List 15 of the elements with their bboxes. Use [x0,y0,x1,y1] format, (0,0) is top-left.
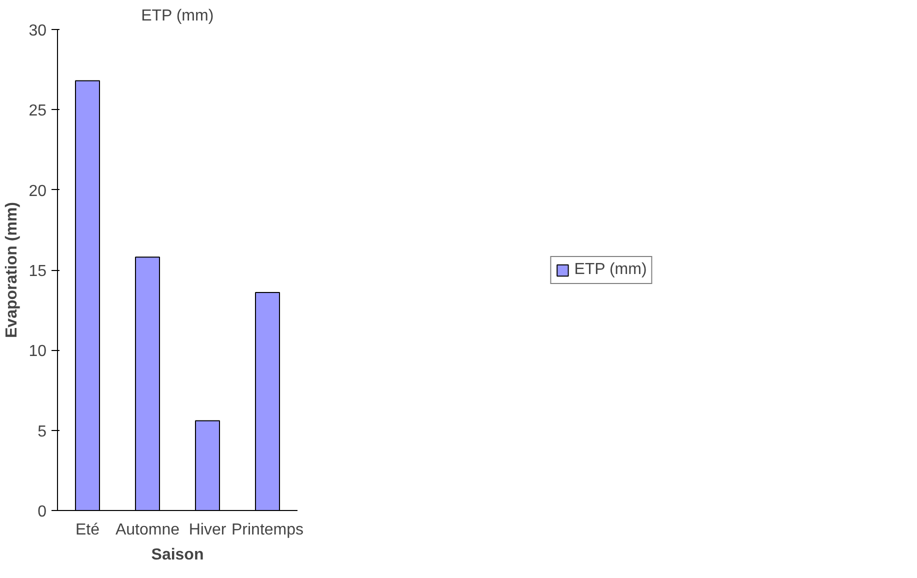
y-tick-label: 20 [28,182,47,200]
y-axis-title: Evaporation (mm) [4,202,21,338]
y-tick-label: 10 [28,343,47,360]
y-tick-label: 15 [28,263,47,280]
x-tick-label: Eté [75,522,100,538]
legend-label: ETP (mm) [574,260,647,278]
x-tick-label: Printemps [231,522,304,538]
x-axis-title: Saison [151,546,204,564]
y-tick-label: 0 [38,504,47,520]
chart-title: ETP (mm) [141,8,214,24]
y-tick-label: 5 [38,423,47,440]
x-tick-label: Automne [115,522,180,538]
y-tick-label: 25 [28,102,47,120]
y-tick-label: 30 [28,22,47,40]
x-tick-label: Hiver [188,522,227,538]
